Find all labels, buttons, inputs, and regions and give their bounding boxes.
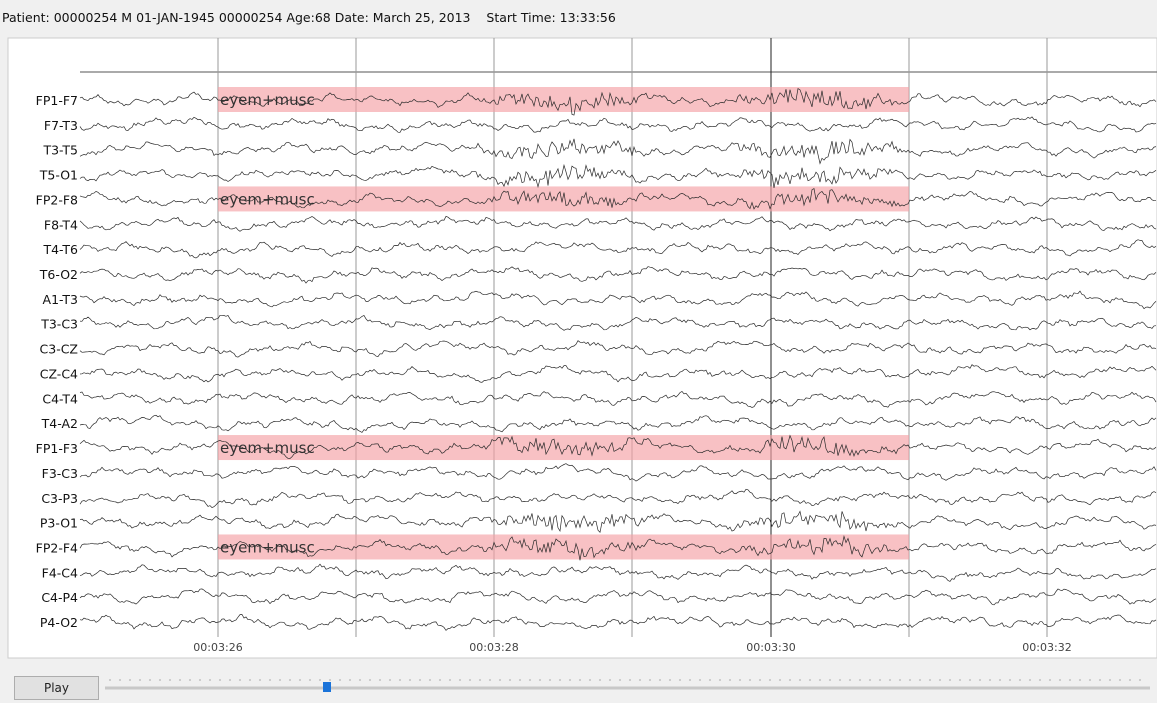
eeg-trace [79, 614, 1157, 631]
eeg-trace [79, 88, 1157, 116]
channel-label: A1-T3 [43, 292, 78, 307]
channel-label: T3-T5 [42, 143, 78, 158]
eeg-trace [79, 314, 1157, 331]
eeg-trace [79, 563, 1157, 582]
eeg-trace [79, 390, 1157, 408]
annotation-band [218, 87, 909, 112]
channel-label: F4-C4 [42, 565, 78, 580]
time-label: 00:03:30 [746, 641, 795, 654]
channel-label: F8-T4 [44, 217, 78, 232]
annotation-label: eyem+musc [220, 91, 315, 109]
annotation-band [218, 435, 909, 461]
time-label: 00:03:32 [1022, 641, 1071, 654]
eeg-trace [79, 239, 1157, 259]
annotation-band [218, 534, 909, 560]
channel-label: C4-T4 [42, 391, 78, 406]
channel-label: T5-O1 [39, 168, 78, 183]
annotation-label: eyem+musc [220, 538, 315, 556]
channel-label: T4-T6 [42, 242, 78, 257]
eeg-trace [79, 116, 1157, 133]
channel-label: FP2-F8 [36, 192, 78, 207]
slider-thumb[interactable] [323, 682, 331, 692]
eeg-trace [79, 364, 1157, 383]
channel-label: C3-P3 [41, 491, 78, 506]
annotation-band [218, 186, 909, 212]
channel-label: P4-O2 [40, 615, 78, 630]
channel-label: C3-CZ [40, 342, 78, 357]
eeg-trace [79, 163, 1157, 189]
channel-label: F3-C3 [42, 466, 78, 481]
annotation-label: eyem+musc [220, 190, 315, 208]
channel-label: FP1-F3 [36, 441, 78, 456]
eeg-trace [79, 488, 1157, 509]
channel-label: T4-A2 [41, 416, 78, 431]
channel-label: FP2-F4 [36, 540, 78, 555]
patient-header: Patient: 00000254 M 01-JAN-1945 00000254… [2, 10, 616, 25]
eeg-trace [79, 463, 1157, 482]
eeg-trace [79, 510, 1157, 534]
eeg-trace [79, 290, 1157, 310]
eeg-trace [79, 266, 1157, 284]
eeg-trace [79, 215, 1157, 232]
eeg-trace [79, 434, 1157, 459]
channel-label: C4-P4 [41, 590, 78, 605]
channel-label: F7-T3 [44, 118, 78, 133]
channel-label: T6-O2 [39, 267, 78, 282]
eeg-trace [79, 340, 1157, 358]
annotation-label: eyem+musc [220, 439, 315, 457]
time-label: 00:03:26 [193, 641, 242, 654]
play-button[interactable]: Play [14, 676, 99, 700]
eeg-trace [79, 414, 1157, 433]
eeg-trace [79, 535, 1157, 561]
time-label: 00:03:28 [469, 641, 518, 654]
eeg-trace [79, 138, 1157, 165]
channel-label: T3-C3 [40, 317, 78, 332]
eeg-trace [79, 588, 1157, 606]
channel-label: CZ-C4 [40, 366, 78, 381]
channel-label: FP1-F7 [36, 93, 78, 108]
channel-label: P3-O1 [40, 516, 78, 531]
eeg-trace [79, 188, 1156, 210]
